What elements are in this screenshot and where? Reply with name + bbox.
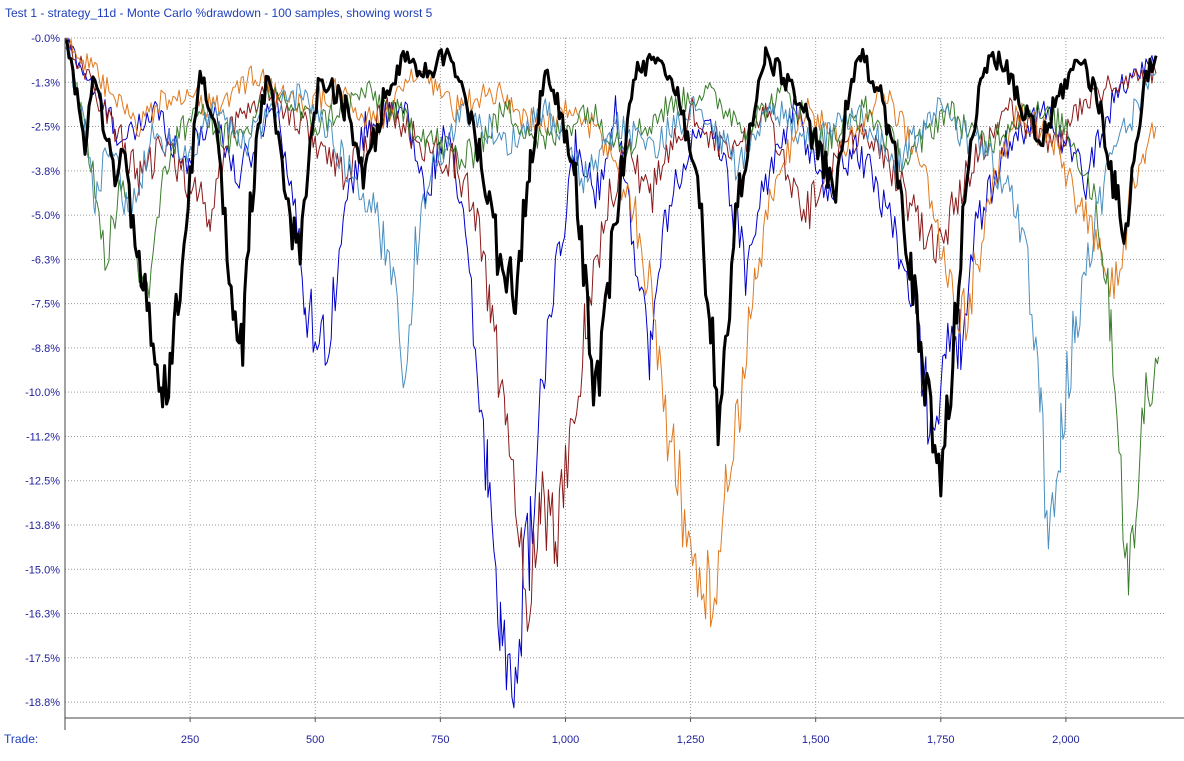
x-axis-label: Trade:: [4, 732, 39, 746]
y-tick-label: -15.0%: [25, 564, 60, 576]
y-tick-label: -11.2%: [26, 431, 60, 443]
x-tick-label: 1,000: [552, 734, 580, 746]
y-tick-label: -10.0%: [25, 387, 60, 399]
y-tick-label: -12.5%: [25, 476, 60, 488]
y-tick-label: -6.3%: [31, 254, 60, 266]
y-tick-label: -13.8%: [25, 520, 60, 532]
y-tick-label: -1.3%: [31, 77, 60, 89]
y-tick-label: -7.5%: [31, 299, 60, 311]
x-tick-label: 1,750: [927, 734, 955, 746]
series-group: [64, 37, 1159, 709]
x-tick-label: 500: [306, 734, 324, 746]
x-tick-label: 1,250: [677, 734, 705, 746]
drawdown-series-line: [64, 46, 1157, 550]
y-tick-label: -16.3%: [25, 609, 60, 621]
chart-title: Test 1 - strategy_11d - Monte Carlo %dra…: [5, 6, 433, 20]
y-tick-label: -0.0%: [31, 33, 60, 45]
x-tick-label: 1,500: [802, 734, 830, 746]
chart-axes: -0.0% -1.3% -2.5% -3.8% -5.0% -6.3% -7.5% -8.8%…: [25, 33, 1184, 746]
x-tick-label: 250: [181, 734, 199, 746]
y-tick-label: -3.8%: [31, 166, 60, 178]
y-tick-label: -17.5%: [25, 653, 60, 665]
x-tick-label: 2,000: [1052, 734, 1080, 746]
drawdown-series-line: [64, 37, 1157, 632]
y-tick-label: -2.5%: [31, 122, 60, 134]
x-tick-label: 750: [431, 734, 449, 746]
y-tick-label: -5.0%: [31, 210, 60, 222]
drawdown-series-line: [64, 37, 1159, 596]
drawdown-series-line: [64, 38, 1157, 628]
drawdown-series-line: [64, 39, 1158, 498]
y-tick-label: -8.8%: [31, 343, 60, 355]
y-tick-label: -18.8%: [25, 697, 60, 709]
